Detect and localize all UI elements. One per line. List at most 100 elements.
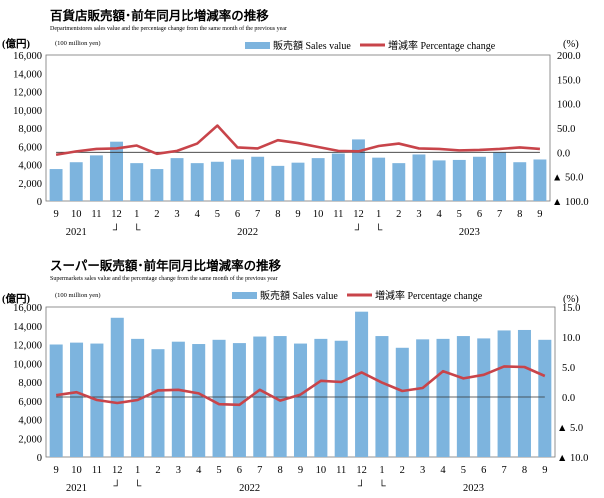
bar	[49, 169, 63, 201]
bar	[538, 339, 552, 457]
month-label: 1	[379, 465, 384, 476]
bar	[513, 162, 527, 201]
bar	[210, 161, 224, 201]
legend-bar-label: 販売額 Sales value	[273, 39, 351, 52]
left-tick-label: 2,000	[18, 434, 42, 445]
month-label: 7	[501, 465, 506, 476]
right-tick-label: 50.0	[557, 124, 575, 135]
month-label: 2	[396, 209, 401, 220]
bar	[151, 349, 165, 457]
month-label: 9	[54, 465, 59, 476]
month-label: 3	[420, 465, 425, 476]
year-separator: ┘	[357, 479, 365, 492]
bar	[355, 311, 369, 457]
month-label: 8	[517, 209, 522, 220]
percentage-line	[55, 124, 541, 157]
bar	[395, 347, 409, 457]
bar	[533, 159, 547, 201]
left-tick-label: 16,000	[13, 303, 42, 314]
month-label: 4	[196, 465, 202, 476]
legend-bar-label: 販売額 Sales value	[260, 289, 338, 302]
month-label: 2	[154, 209, 159, 220]
left-tick-label: 4,000	[18, 161, 42, 172]
year-label: 2022	[239, 483, 260, 494]
right-tick-label: 10.0	[562, 333, 580, 344]
month-label: 2	[400, 465, 405, 476]
month-label: 8	[522, 465, 527, 476]
month-label: 1	[135, 465, 140, 476]
year-label: 2023	[459, 227, 480, 238]
month-label: 5	[215, 209, 220, 220]
bar	[231, 159, 244, 201]
left-tick-label: 14,000	[13, 322, 42, 333]
year-label: 2021	[66, 227, 87, 238]
bar	[416, 339, 430, 457]
bar	[392, 163, 406, 201]
bar	[130, 163, 144, 201]
chart-title: 百貨店販売額･前年同月比増減率の推移	[50, 8, 269, 23]
bar	[192, 344, 206, 457]
left-tick-label: 0	[37, 197, 42, 208]
bar	[110, 317, 124, 457]
left-tick-label: 10,000	[13, 106, 42, 117]
bar	[375, 336, 389, 457]
month-label: 4	[440, 465, 446, 476]
month-label: 7	[255, 209, 260, 220]
year-separator: └	[378, 479, 386, 492]
month-label: 11	[336, 465, 346, 476]
left-unit-en: (100 million yen)	[55, 292, 101, 299]
right-tick-label: ▲ 50.0	[552, 173, 583, 184]
bar	[412, 154, 426, 201]
right-unit: (%)	[563, 39, 579, 50]
month-label: 4	[436, 209, 442, 220]
bar	[232, 343, 246, 457]
year-separator: └	[133, 223, 141, 236]
bar	[190, 163, 204, 201]
left-tick-label: 12,000	[13, 341, 42, 352]
bar	[70, 342, 84, 457]
bar	[436, 338, 450, 457]
month-label: 5	[216, 465, 221, 476]
month-label: 3	[174, 209, 179, 220]
bar	[452, 159, 466, 201]
legend-bar-swatch	[232, 292, 257, 299]
year-separator: ┘	[354, 223, 362, 236]
month-label: 1	[376, 209, 381, 220]
bar	[352, 139, 365, 201]
left-tick-label: 0	[37, 453, 42, 464]
left-unit: (億円)	[2, 37, 30, 50]
left-tick-label: 14,000	[13, 69, 42, 80]
right-tick-label: ▲ 5.0	[557, 423, 583, 434]
month-label: 6	[235, 209, 240, 220]
month-label: 6	[477, 209, 482, 220]
month-label: 1	[134, 209, 139, 220]
month-label: 11	[92, 465, 102, 476]
month-label: 7	[497, 209, 502, 220]
bar	[372, 157, 386, 201]
month-label: 4	[195, 209, 201, 220]
right-tick-label: 15.0	[562, 303, 580, 314]
right-unit: (%)	[563, 294, 579, 305]
month-label: 2	[155, 465, 160, 476]
chart-subtitle: Departmentstores sales value and the per…	[50, 25, 287, 32]
left-tick-label: 6,000	[18, 142, 42, 153]
left-tick-label: 10,000	[13, 359, 42, 370]
month-label: 7	[257, 465, 262, 476]
month-label: 9	[542, 465, 547, 476]
bar	[291, 162, 305, 201]
chart-title: スーパー販売額･前年同月比増減率の推移	[50, 258, 282, 273]
bar	[150, 169, 164, 201]
year-label: 2021	[66, 483, 87, 494]
left-tick-label: 8,000	[18, 124, 42, 135]
bar	[49, 344, 63, 457]
year-separator: ┘	[112, 223, 120, 236]
bar	[432, 160, 446, 201]
year-separator: └	[375, 223, 383, 236]
month-label: 9	[295, 209, 300, 220]
bar	[212, 339, 226, 457]
right-tick-label: 5.0	[562, 363, 575, 374]
year-label: 2023	[463, 483, 484, 494]
left-tick-label: 2,000	[18, 179, 42, 190]
month-label: 5	[457, 209, 462, 220]
legend-bar-swatch	[245, 42, 270, 49]
